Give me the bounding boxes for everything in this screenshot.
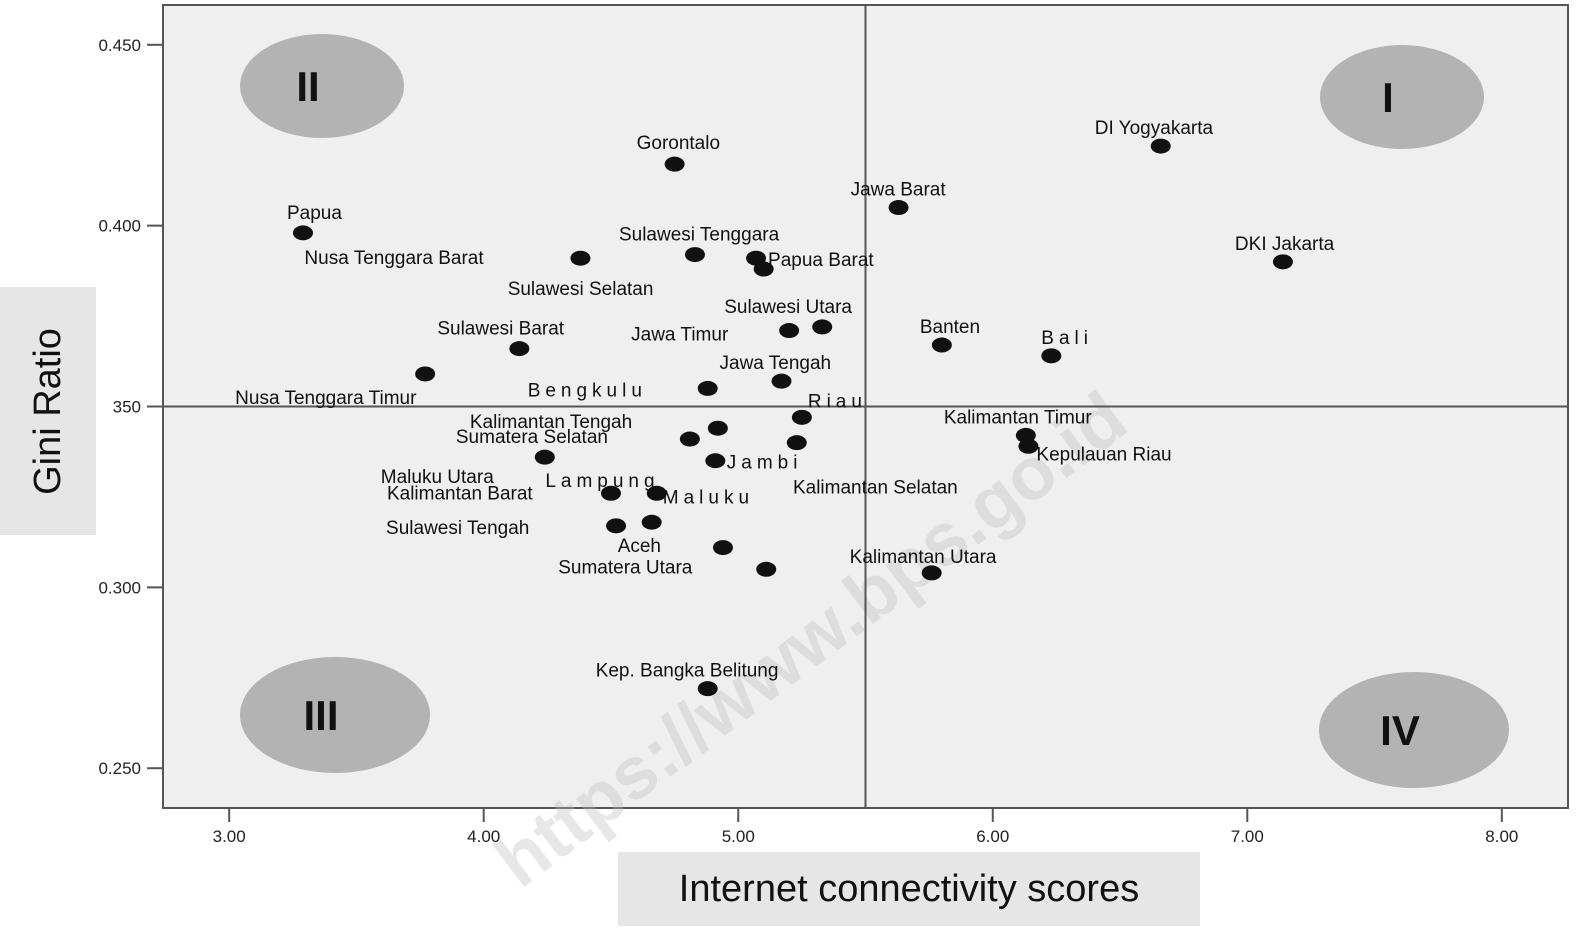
data-point-label: Kalimantan Barat <box>387 483 533 504</box>
x-tick-label: 6.00 <box>976 827 1009 846</box>
data-point-label: Maluku <box>663 487 754 508</box>
data-point-label: Bengkulu <box>528 380 647 401</box>
data-point <box>641 514 662 530</box>
data-point <box>679 431 700 447</box>
data-point <box>570 250 591 266</box>
data-point-label: DI Yogyakarta <box>1095 118 1214 139</box>
axes: 0.450 0.400 350 0.300 0.250 3.00 4.00 5.00 6.00 7… <box>98 36 1518 846</box>
quadrant-ellipse <box>1319 672 1509 788</box>
data-point-label: Kalimantan Selatan <box>793 478 958 499</box>
data-point <box>786 435 807 451</box>
data-point-label: Sulawesi Tengah <box>386 518 529 539</box>
quadrant-label: II <box>296 63 319 110</box>
data-point-label: Gorontalo <box>637 133 720 154</box>
data-point-label: Kalimantan Timur <box>944 407 1093 428</box>
data-point-label: Nusa Tenggara Timur <box>235 388 417 409</box>
data-point <box>664 156 685 172</box>
data-point <box>509 341 530 357</box>
reference-lines <box>163 5 1568 808</box>
data-point-label: Sumatera Utara <box>558 557 693 578</box>
data-point-label: Maluku Utara <box>381 467 494 488</box>
data-point-label: Sulawesi Utara <box>724 297 852 318</box>
data-point <box>712 540 733 556</box>
data-point-label: Jawa Barat <box>851 180 947 201</box>
data-point-label: Jambi <box>727 453 803 474</box>
data-point <box>415 366 436 382</box>
data-point <box>697 681 718 697</box>
data-point <box>779 323 800 339</box>
x-tick-label: 8.00 <box>1485 827 1518 846</box>
data-point-label: Jawa Timur <box>631 325 729 346</box>
data-point-label: Riau <box>808 391 867 412</box>
data-point-label: Kepulauan Riau <box>1036 444 1171 465</box>
data-point <box>771 373 792 389</box>
quadrant-label: IV <box>1380 707 1420 754</box>
quadrant-label: III <box>303 692 338 739</box>
data-point-label: Papua Barat <box>768 250 874 271</box>
x-tick-label: 4.00 <box>467 827 500 846</box>
data-point-label: Kalimantan Tengah <box>470 412 632 433</box>
data-point <box>753 261 774 277</box>
data-point <box>1018 438 1039 454</box>
y-axis-title: Gini Ratio <box>26 327 69 495</box>
data-point <box>1041 348 1062 364</box>
data-point <box>791 409 812 425</box>
x-tick-label: 5.00 <box>722 827 755 846</box>
y-tick-label: 0.250 <box>98 759 141 778</box>
data-point <box>921 565 942 581</box>
quadrant-label: I <box>1382 74 1394 121</box>
data-point <box>534 449 555 465</box>
quadrant-ellipse <box>240 34 404 138</box>
data-point-label: Lampung <box>545 471 659 492</box>
data-point <box>705 453 726 469</box>
data-point-label: Sulawesi Barat <box>437 319 564 340</box>
y-axis-title-box: Gini Ratio <box>0 287 96 535</box>
data-point <box>292 225 313 241</box>
data-point-label: Sumatera Selatan <box>456 427 608 448</box>
data-points: DI Yogyakarta Gorontalo Jawa Barat Papua DKI… <box>235 118 1335 697</box>
data-point-label: DKI Jakarta <box>1235 234 1335 255</box>
data-point <box>888 200 909 216</box>
data-point <box>606 518 627 534</box>
y-tick-label: 0.450 <box>98 36 141 55</box>
data-point-label: Jawa Tengah <box>720 353 832 374</box>
y-tick-label: 0.300 <box>98 578 141 597</box>
data-point-label: Sulawesi Tenggara <box>619 225 780 246</box>
data-point-label: Nusa Tenggara Barat <box>304 248 484 269</box>
x-axis-title-box: Internet connectivity scores <box>618 852 1200 926</box>
y-tick-label: 350 <box>113 398 141 417</box>
x-tick-label: 3.00 <box>213 827 246 846</box>
data-point-label: Kalimantan Utara <box>850 547 997 568</box>
data-point-label: Bali <box>1041 328 1093 349</box>
x-tick-label: 7.00 <box>1231 827 1264 846</box>
data-point <box>756 561 777 577</box>
data-point-label: Sulawesi Selatan <box>508 279 654 300</box>
data-point <box>600 485 621 501</box>
quadrant-ellipse <box>240 657 430 773</box>
data-point <box>812 319 833 335</box>
data-point <box>684 247 705 263</box>
data-point <box>931 337 952 353</box>
data-point <box>1272 254 1293 270</box>
data-point-label: Aceh <box>618 536 661 557</box>
data-point <box>646 485 667 501</box>
data-point-label: Banten <box>920 317 980 338</box>
y-tick-label: 0.400 <box>98 217 141 236</box>
data-point <box>707 420 728 436</box>
quadrant-ellipse <box>1320 45 1484 149</box>
data-point-label: Kep. Bangka Belitung <box>596 661 779 682</box>
data-point <box>697 380 718 396</box>
data-point <box>1150 138 1171 154</box>
data-point-label: Papua <box>287 203 342 224</box>
x-axis-title: Internet connectivity scores <box>678 867 1140 910</box>
